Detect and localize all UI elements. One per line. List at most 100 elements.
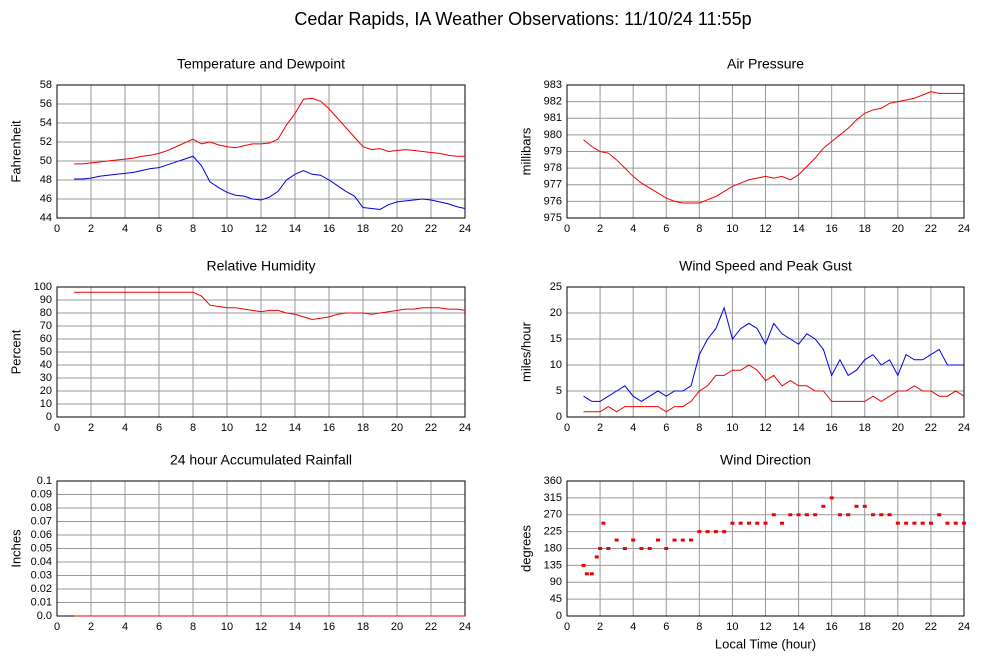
x-tick-label: 0 xyxy=(564,223,570,235)
x-tick-label: 12 xyxy=(255,223,267,235)
x-tick-label: 18 xyxy=(357,223,369,235)
plot-frame xyxy=(56,84,466,219)
y-tick-label: 0.02 xyxy=(31,583,52,595)
y-tick-label: 0 xyxy=(556,610,562,622)
y-tick-label: 44 xyxy=(40,212,52,224)
y-tick-label: 70 xyxy=(40,320,52,332)
data-point xyxy=(920,521,925,525)
y-tick-label: 90 xyxy=(40,294,52,306)
plot-frame xyxy=(566,84,965,219)
x-tick-label: 20 xyxy=(391,223,403,235)
data-point xyxy=(862,504,867,508)
y-tick-label: 0.08 xyxy=(31,502,52,514)
data-point xyxy=(631,538,636,542)
x-tick-label: 20 xyxy=(391,621,403,633)
x-tick-label: 18 xyxy=(357,621,369,633)
y-tick-label: 0.01 xyxy=(31,596,52,608)
x-tick-label: 18 xyxy=(859,621,871,633)
x-tick-label: 22 xyxy=(425,621,437,633)
x-tick-label: 18 xyxy=(859,422,871,434)
y-tick-label: 46 xyxy=(40,193,52,205)
x-tick-label: 10 xyxy=(726,223,738,235)
y-tick-label: 976 xyxy=(544,195,562,207)
y-tick-label: 0 xyxy=(556,411,562,423)
x-tick-label: 16 xyxy=(323,422,335,434)
y-tick-label: 10 xyxy=(550,359,562,371)
data-line xyxy=(74,155,466,210)
x-tick-label: 24 xyxy=(958,223,970,235)
y-tick-label: 50 xyxy=(40,346,52,358)
x-tick-label: 4 xyxy=(630,621,636,633)
data-line xyxy=(583,91,964,204)
data-point xyxy=(904,521,909,525)
x-tick-label: 20 xyxy=(892,621,904,633)
x-tick-label: 12 xyxy=(759,621,771,633)
x-tick-label: 14 xyxy=(792,422,804,434)
data-point xyxy=(655,538,660,542)
y-tick-label: 0 xyxy=(46,411,52,423)
data-line xyxy=(583,306,964,402)
x-tick-label: 22 xyxy=(425,223,437,235)
y-tick-label: 30 xyxy=(40,372,52,384)
x-tick-label: 8 xyxy=(696,422,702,434)
y-tick-label: 48 xyxy=(40,174,52,186)
x-tick-label: 22 xyxy=(925,223,937,235)
y-tick-label: 54 xyxy=(40,117,52,129)
y-tick-label: 135 xyxy=(544,559,562,571)
y-tick-label: 5 xyxy=(556,385,562,397)
data-point xyxy=(780,521,785,525)
x-tick-label: 6 xyxy=(156,223,162,235)
plot-frame xyxy=(566,286,965,418)
y-tick-label: 58 xyxy=(40,79,52,91)
x-tick-label: 8 xyxy=(696,223,702,235)
x-tick-label: 20 xyxy=(892,422,904,434)
y-axis-label: Fahrenheit xyxy=(8,120,23,183)
x-tick-label: 22 xyxy=(925,422,937,434)
data-point xyxy=(871,513,876,517)
data-point xyxy=(755,521,760,525)
x-tick-label: 20 xyxy=(892,223,904,235)
data-point xyxy=(937,513,942,517)
data-line xyxy=(74,291,466,321)
x-tick-label: 14 xyxy=(289,621,301,633)
data-point xyxy=(697,530,702,534)
data-point xyxy=(601,521,606,525)
panel-title: Relative Humidity xyxy=(207,258,316,274)
y-tick-label: 983 xyxy=(544,79,562,91)
data-point xyxy=(846,513,851,517)
y-tick-label: 52 xyxy=(40,136,52,148)
data-point xyxy=(713,530,718,534)
x-tick-label: 4 xyxy=(630,223,636,235)
y-tick-label: 90 xyxy=(550,576,562,588)
y-tick-label: 0.07 xyxy=(31,515,52,527)
y-tick-label: 0.0 xyxy=(37,610,52,622)
y-tick-label: 56 xyxy=(40,98,52,110)
data-point xyxy=(664,547,669,550)
x-tick-label: 8 xyxy=(696,621,702,633)
x-tick-label: 2 xyxy=(597,422,603,434)
x-tick-label: 2 xyxy=(597,223,603,235)
y-tick-label: 20 xyxy=(40,385,52,397)
data-point xyxy=(647,547,652,550)
x-tick-label: 6 xyxy=(663,422,669,434)
data-point xyxy=(730,521,735,525)
x-tick-label: 8 xyxy=(190,621,196,633)
x-tick-label: 22 xyxy=(925,621,937,633)
y-tick-label: 270 xyxy=(544,509,562,521)
x-tick-label: 6 xyxy=(156,422,162,434)
x-tick-label: 20 xyxy=(391,422,403,434)
data-point xyxy=(821,504,826,508)
panel-title: Air Pressure xyxy=(727,56,804,72)
x-tick-label: 0 xyxy=(54,422,60,434)
x-tick-label: 0 xyxy=(54,621,60,633)
x-tick-label: 16 xyxy=(323,621,335,633)
y-tick-label: 15 xyxy=(550,333,562,345)
x-tick-label: 6 xyxy=(156,621,162,633)
y-tick-label: 980 xyxy=(544,129,562,141)
data-point xyxy=(887,513,892,517)
y-tick-label: 978 xyxy=(544,162,562,174)
panel-title: 24 hour Accumulated Rainfall xyxy=(170,452,352,468)
x-tick-label: 18 xyxy=(357,422,369,434)
data-point xyxy=(945,521,950,525)
data-point xyxy=(796,513,801,517)
